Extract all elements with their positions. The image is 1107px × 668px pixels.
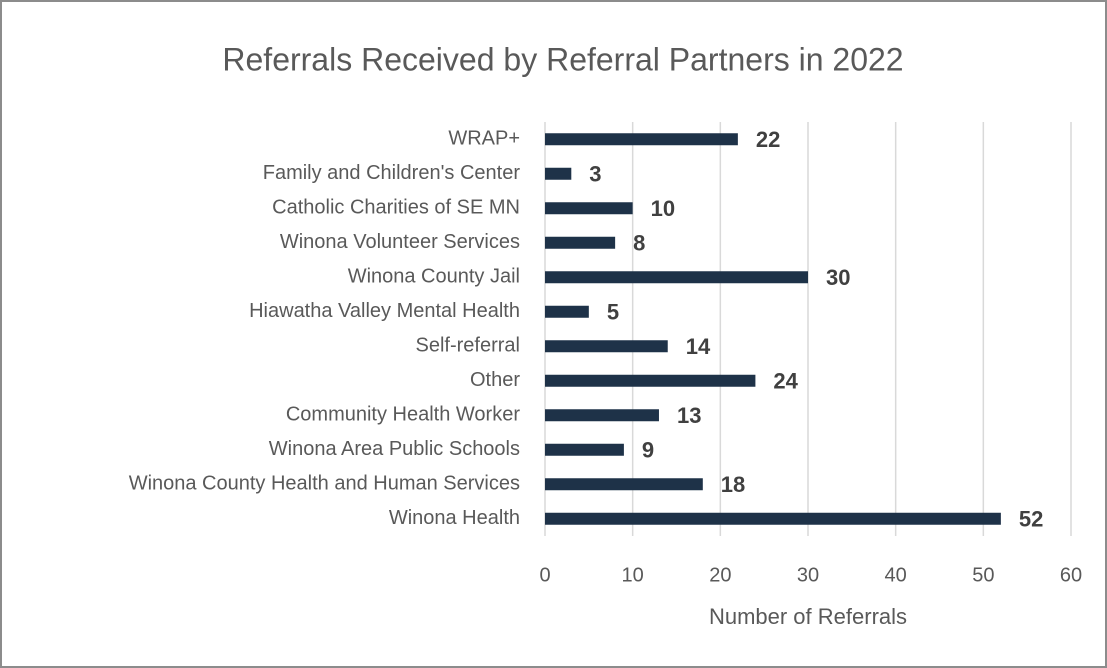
- y-tick-label: Winona Volunteer Services: [280, 231, 520, 253]
- bar: [545, 478, 703, 491]
- y-tick-label: Winona County Jail: [348, 266, 520, 288]
- data-label: 3: [589, 162, 601, 187]
- data-label: 8: [633, 231, 645, 256]
- y-tick-label: WRAP+: [448, 128, 520, 150]
- x-tick-label: 40: [885, 564, 907, 586]
- bar: [545, 443, 624, 456]
- y-tick-label: Community Health Worker: [286, 404, 520, 426]
- bar: [545, 236, 616, 249]
- y-tick-label: Winona Area Public Schools: [269, 438, 520, 460]
- x-tick-label: 0: [539, 564, 550, 586]
- y-tick-label: Other: [470, 369, 520, 391]
- y-tick-label: Winona Health: [389, 507, 520, 529]
- bar: [545, 305, 589, 318]
- bar: [545, 202, 633, 215]
- data-label: 18: [721, 472, 745, 497]
- y-tick-label: Catholic Charities of SE MN: [272, 197, 520, 219]
- y-tick-label: Winona County Health and Human Services: [129, 473, 520, 495]
- data-label: 52: [1019, 507, 1043, 532]
- y-tick-label: Self-referral: [416, 335, 520, 357]
- x-axis-label: Number of Referrals: [709, 604, 907, 629]
- x-tick-label: 60: [1060, 564, 1082, 586]
- bar: [545, 271, 808, 284]
- x-tick-label: 20: [709, 564, 731, 586]
- x-tick-label: 30: [797, 564, 819, 586]
- data-label: 24: [773, 369, 798, 394]
- x-tick-label: 10: [622, 564, 644, 586]
- bar: [545, 340, 668, 353]
- data-label: 13: [677, 403, 701, 428]
- chart-title: Referrals Received by Referral Partners …: [222, 41, 903, 77]
- bar: [545, 374, 756, 387]
- bar: [545, 167, 572, 180]
- data-label: 14: [686, 334, 711, 359]
- y-tick-label: Hiawatha Valley Mental Health: [249, 300, 520, 322]
- bar: [545, 409, 659, 422]
- data-label: 5: [607, 300, 619, 325]
- data-label: 10: [651, 196, 675, 221]
- bar: [545, 133, 738, 146]
- bar: [545, 512, 1001, 525]
- data-label: 9: [642, 438, 654, 463]
- y-tick-label: Family and Children's Center: [263, 162, 521, 184]
- data-label: 30: [826, 265, 850, 290]
- data-label: 22: [756, 127, 780, 152]
- x-tick-label: 50: [972, 564, 994, 586]
